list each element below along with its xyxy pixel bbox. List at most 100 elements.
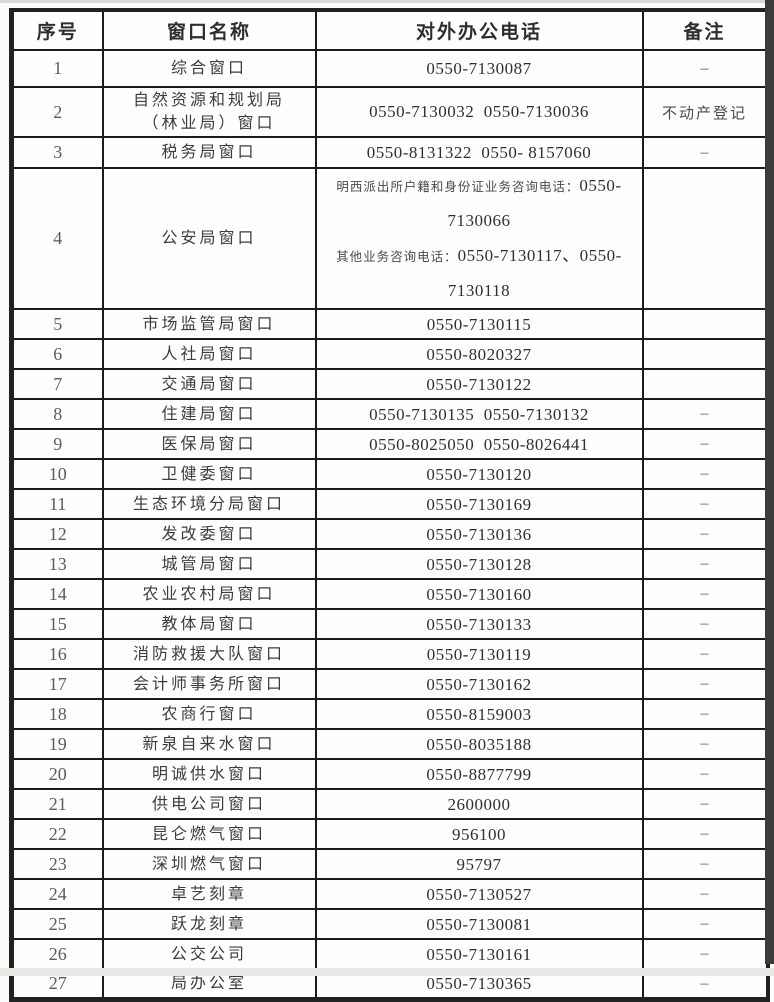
scan-top-edge: [0, 0, 774, 3]
table-row: 9 医保局窗口 0550-8025050 0550-8026441–: [10, 428, 769, 461]
cell-seq: 5: [10, 308, 104, 341]
table-row: 15 教体局窗口 0550-7130133–: [10, 608, 769, 641]
table-row: 18 农商行窗口 0550-8159003–: [10, 698, 769, 731]
cell-remark: –: [641, 848, 769, 881]
cell-phone: 0550-7130087: [314, 49, 644, 88]
cell-remark: –: [641, 758, 769, 791]
cell-seq: 13: [10, 548, 104, 581]
cell-remark: –: [641, 136, 769, 169]
table-row: 6 人社局窗口 0550-8020327: [10, 338, 769, 371]
phone-part: 明西派出所户籍和身份证业务咨询电话：0550-7130066: [321, 170, 638, 239]
table-row: 8 住建局窗口 0550-7130135 0550-7130132–: [10, 398, 769, 431]
cell-remark: –: [641, 548, 769, 581]
cell-window-name: 公交公司: [101, 938, 317, 971]
cell-seq: 17: [10, 668, 104, 701]
cell-seq: 22: [10, 818, 104, 851]
cell-phone: 0550-7130135 0550-7130132: [314, 398, 644, 431]
cell-seq: 25: [10, 908, 104, 941]
cell-window-name: 人社局窗口: [101, 338, 317, 371]
cell-phone: 0550-7130120: [314, 458, 644, 491]
table-row: 1 综合窗口 0550-7130087–: [10, 49, 769, 88]
cell-window-name: 市场监管局窗口: [101, 308, 317, 341]
table-row: 17 会计师事务所窗口 0550-7130162–: [10, 668, 769, 701]
cell-phone: 956100: [314, 818, 644, 851]
cell-seq: 3: [10, 136, 104, 169]
cell-seq: 6: [10, 338, 104, 371]
cell-remark: –: [641, 788, 769, 821]
cell-window-name: 交通局窗口: [101, 368, 317, 401]
cell-phone: 0550-7130161: [314, 938, 644, 971]
cell-seq: 21: [10, 788, 104, 821]
cell-window-name: 城管局窗口: [101, 548, 317, 581]
cell-remark: –: [641, 428, 769, 461]
table-row: 14 农业农村局窗口 0550-7130160–: [10, 578, 769, 611]
cell-phone: 0550-7130115: [314, 308, 644, 341]
cell-remark: –: [641, 398, 769, 431]
table-row: 19 新泉自来水窗口 0550-8035188–: [10, 728, 769, 761]
header-cell-name: 窗口名称: [101, 9, 317, 51]
phone-part-label: 其他业务咨询电话：: [336, 249, 458, 264]
cell-phone: 95797: [314, 848, 644, 881]
cell-window-name: 供电公司窗口: [101, 788, 317, 821]
cell-window-name: 昆仑燃气窗口: [101, 818, 317, 851]
table-row: 4 公安局窗口 明西派出所户籍和身份证业务咨询电话：0550-7130066 其他业务…: [10, 166, 769, 311]
table-body: 1 综合窗口 0550-7130087–2 自然资源和规划局 （林业局）窗口 0550-…: [10, 49, 769, 1001]
cell-window-name: 消防救援大队窗口: [101, 638, 317, 671]
cell-seq: 7: [10, 368, 104, 401]
cell-seq: 15: [10, 608, 104, 641]
table-row: 11 生态环境分局窗口 0550-7130169–: [10, 488, 769, 521]
cell-remark: –: [641, 818, 769, 851]
cell-phone: 0550-7130119: [314, 638, 644, 671]
cell-phone: 0550-7130128: [314, 548, 644, 581]
table-row: 13 城管局窗口 0550-7130128–: [10, 548, 769, 581]
cell-seq: 9: [10, 428, 104, 461]
phone-part-label: 明西派出所户籍和身份证业务咨询电话：: [336, 180, 580, 194]
table-row: 23 深圳燃气窗口 95797–: [10, 848, 769, 881]
cell-remark: –: [641, 578, 769, 611]
cell-phone: 0550-7130527: [314, 878, 644, 911]
cell-seq: 8: [10, 398, 104, 431]
cell-remark: –: [641, 518, 769, 551]
cell-seq: 26: [10, 938, 104, 971]
cell-phone: 0550-7130081: [314, 908, 644, 941]
cell-window-name: 农业农村局窗口: [101, 578, 317, 611]
header-cell-phone: 对外办公电话: [314, 9, 644, 51]
cell-phone: 0550-8877799: [314, 758, 644, 791]
cell-window-name: 明诚供水窗口: [101, 758, 317, 791]
cell-seq: 11: [10, 488, 104, 521]
cell-phone: 0550-7130133: [314, 608, 644, 641]
table-row: 5 市场监管局窗口 0550-7130115: [10, 308, 769, 341]
cell-window-name: 卫健委窗口: [101, 458, 317, 491]
phone-part-number: 0550-7130066: [447, 176, 622, 230]
cell-remark: [641, 166, 769, 311]
cell-remark: 不动产登记: [641, 86, 769, 138]
cell-seq: 12: [10, 518, 104, 551]
table-row: 24 卓艺刻章 0550-7130527–: [10, 878, 769, 911]
cell-phone: 2600000: [314, 788, 644, 821]
cell-remark: [641, 338, 769, 371]
phone-part-number: 0550-7130117、0550-7130118: [447, 245, 622, 300]
cell-window-name: 公安局窗口: [101, 166, 317, 311]
cell-remark: –: [641, 908, 769, 941]
cell-phone: 0550-8159003: [314, 698, 644, 731]
cell-window-name: 农商行窗口: [101, 698, 317, 731]
cell-seq: 18: [10, 698, 104, 731]
cell-remark: –: [641, 49, 769, 88]
cell-window-name: 税务局窗口: [101, 136, 317, 169]
cell-window-name: 跃龙刻章: [101, 908, 317, 941]
table-row: 20 明诚供水窗口 0550-8877799–: [10, 758, 769, 791]
cell-phone: 0550-7130136: [314, 518, 644, 551]
cell-remark: –: [641, 488, 769, 521]
cell-seq: 24: [10, 878, 104, 911]
cell-window-name: 发改委窗口: [101, 518, 317, 551]
header-cell-seq: 序号: [10, 9, 104, 51]
cell-phone: 0550-7130162: [314, 668, 644, 701]
table-row: 2 自然资源和规划局 （林业局）窗口 0550-7130032 0550-71300…: [10, 86, 769, 138]
table-row: 25 跃龙刻章 0550-7130081–: [10, 908, 769, 941]
cell-seq: 1: [10, 49, 104, 88]
cell-phone: 0550-8025050 0550-8026441: [314, 428, 644, 461]
cell-remark: –: [641, 728, 769, 761]
cell-phone: 0550-7130169: [314, 488, 644, 521]
cell-seq: 16: [10, 638, 104, 671]
cell-seq: 23: [10, 848, 104, 881]
